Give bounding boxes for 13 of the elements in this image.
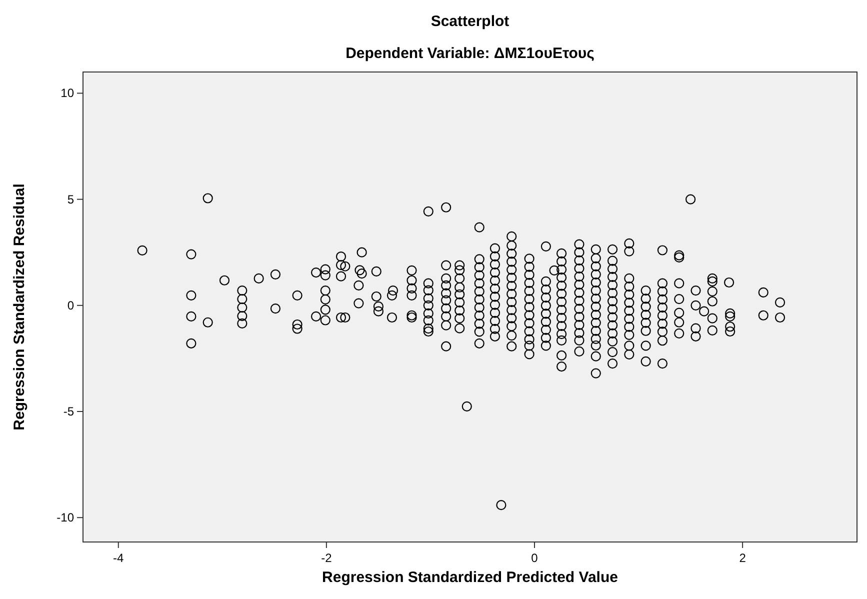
y-tick-label: 0 (67, 298, 74, 312)
y-tick-label: 5 (67, 192, 74, 206)
y-axis-title: Regression Standardized Residual (11, 184, 28, 430)
chart-subtitle: Dependent Variable: ΔΜΣ1ουΕτους (346, 45, 595, 62)
x-tick-label: 0 (531, 551, 538, 565)
x-tick-label: 2 (739, 551, 746, 565)
y-tick-label: -5 (63, 404, 74, 419)
x-axis-title: Regression Standardized Predicted Value (322, 569, 618, 586)
x-tick-label: -2 (321, 551, 332, 565)
y-tick-label: 10 (60, 86, 74, 100)
chart-title: Scatterplot (430, 13, 510, 30)
y-tick-label: -10 (56, 510, 74, 525)
x-tick-label: -4 (113, 551, 124, 565)
